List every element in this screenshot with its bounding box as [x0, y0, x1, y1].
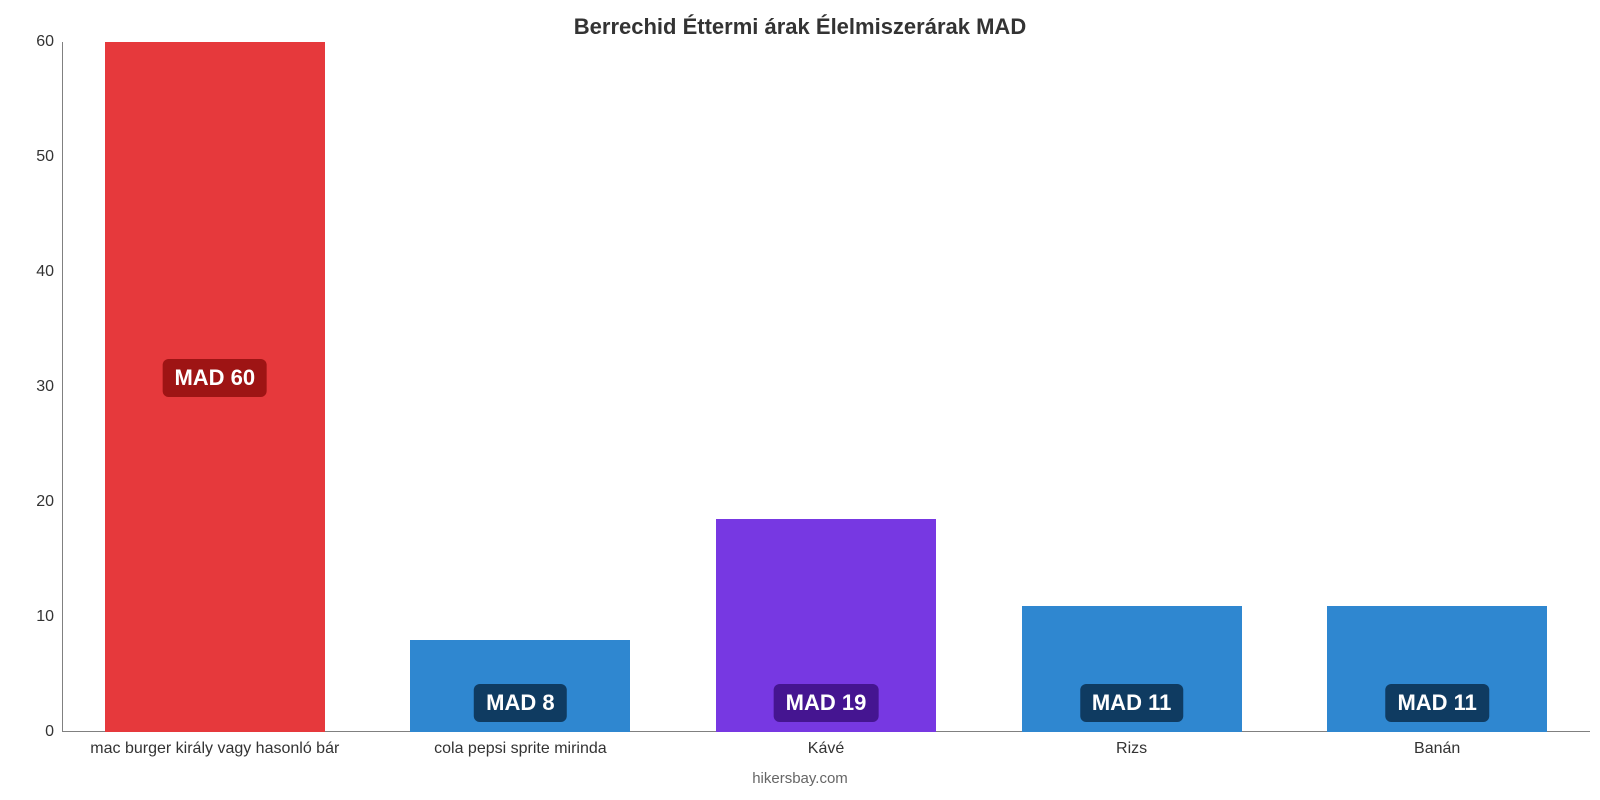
- chart-bar: MAD 60: [105, 42, 325, 732]
- x-tick-label: mac burger király vagy hasonló bár: [90, 732, 339, 758]
- bar-value-badge: MAD 60: [162, 359, 267, 397]
- x-tick-label: Kávé: [808, 732, 844, 758]
- x-tick-label: Rizs: [1116, 732, 1147, 758]
- chart-bar: MAD 8: [410, 640, 630, 732]
- y-tick-label: 0: [45, 723, 62, 741]
- chart-bar: MAD 11: [1022, 606, 1242, 733]
- plot-area: 0 10 20 30 40 50 60 MAD 60 MAD 8 MAD 19 …: [62, 42, 1590, 732]
- y-tick-label: 10: [36, 608, 62, 626]
- chart-bar: MAD 11: [1327, 606, 1547, 733]
- bar-value-badge: MAD 8: [474, 684, 566, 722]
- y-tick-label: 30: [36, 378, 62, 396]
- bar-value-badge: MAD 11: [1080, 684, 1183, 722]
- x-tick-label: Banán: [1414, 732, 1460, 758]
- chart-source: hikersbay.com: [0, 770, 1600, 787]
- y-tick-label: 50: [36, 148, 62, 166]
- y-axis-line: [62, 42, 63, 732]
- bar-value-badge: MAD 11: [1385, 684, 1488, 722]
- chart-bar: MAD 19: [716, 519, 936, 732]
- y-tick-label: 20: [36, 493, 62, 511]
- y-tick-label: 60: [36, 33, 62, 51]
- bar-value-badge: MAD 19: [774, 684, 879, 722]
- y-tick-label: 40: [36, 263, 62, 281]
- x-tick-label: cola pepsi sprite mirinda: [434, 732, 607, 758]
- chart-title: Berrechid Éttermi árak Élelmiszerárak MA…: [0, 14, 1600, 40]
